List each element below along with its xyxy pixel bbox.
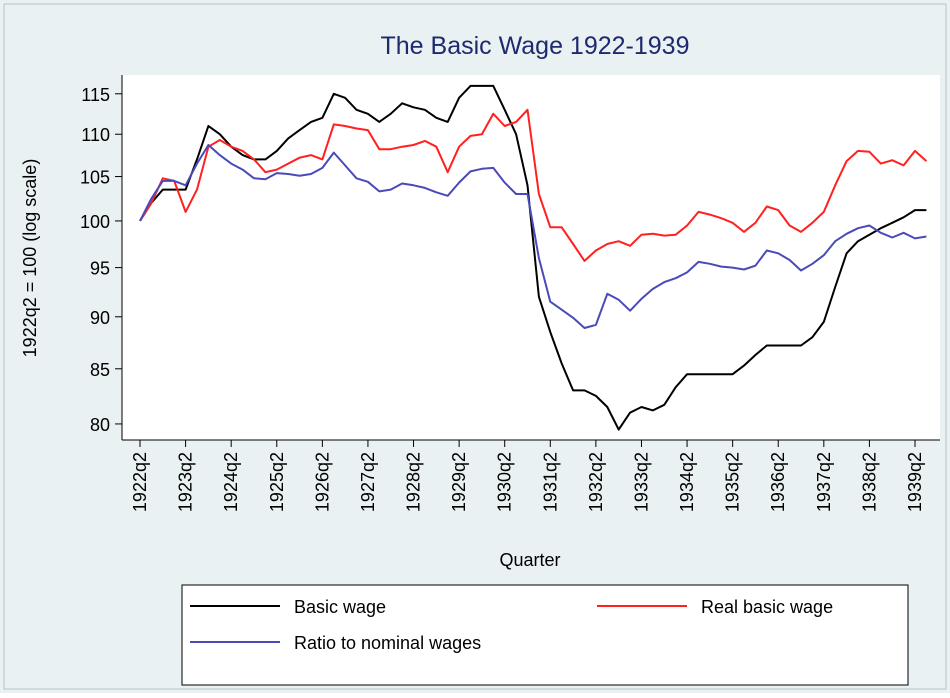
series-line xyxy=(139,144,927,329)
legend-label: Real basic wage xyxy=(701,597,833,617)
y-tick-label: 110 xyxy=(81,125,110,145)
x-tick-label: 1932q2 xyxy=(586,452,606,512)
y-tick-label: 115 xyxy=(81,85,110,105)
x-tick-label: 1937q2 xyxy=(814,452,834,512)
x-tick-label: 1939q2 xyxy=(905,452,925,512)
x-tick-label: 1924q2 xyxy=(221,452,241,512)
y-tick-label: 90 xyxy=(90,308,110,328)
x-tick-label: 1926q2 xyxy=(312,452,332,512)
x-tick-label: 1923q2 xyxy=(176,452,196,512)
x-tick-label: 1925q2 xyxy=(267,452,287,512)
x-tick-label: 1928q2 xyxy=(404,452,424,512)
x-tick-label: 1935q2 xyxy=(723,452,743,512)
y-tick-label: 100 xyxy=(80,212,110,232)
legend xyxy=(181,584,909,686)
x-tick-label: 1931q2 xyxy=(540,452,560,512)
x-tick-label: 1934q2 xyxy=(677,452,697,512)
y-axis-label: 1922q2 = 100 (log scale) xyxy=(20,159,40,358)
series-line xyxy=(139,108,928,262)
x-tick-label: 1933q2 xyxy=(631,452,651,512)
y-tick-label: 105 xyxy=(80,168,110,188)
x-tick-label: 1922q2 xyxy=(130,452,150,512)
legend-label: Ratio to nominal wages xyxy=(294,633,481,653)
x-axis-label: Quarter xyxy=(499,550,560,570)
x-tick-label: 1938q2 xyxy=(859,452,879,512)
x-tick-label: 1929q2 xyxy=(449,452,469,512)
chart-title: The Basic Wage 1922-1939 xyxy=(381,32,690,60)
series-line xyxy=(139,84,927,431)
x-tick-label: 1927q2 xyxy=(358,452,378,512)
y-tick-label: 80 xyxy=(90,415,110,435)
x-tick-label: 1936q2 xyxy=(768,452,788,512)
x-tick-label: 1930q2 xyxy=(495,452,515,512)
y-tick-label: 85 xyxy=(90,360,110,380)
y-tick-label: 95 xyxy=(90,259,110,279)
legend-label: Basic wage xyxy=(294,597,386,617)
frame xyxy=(3,3,947,690)
